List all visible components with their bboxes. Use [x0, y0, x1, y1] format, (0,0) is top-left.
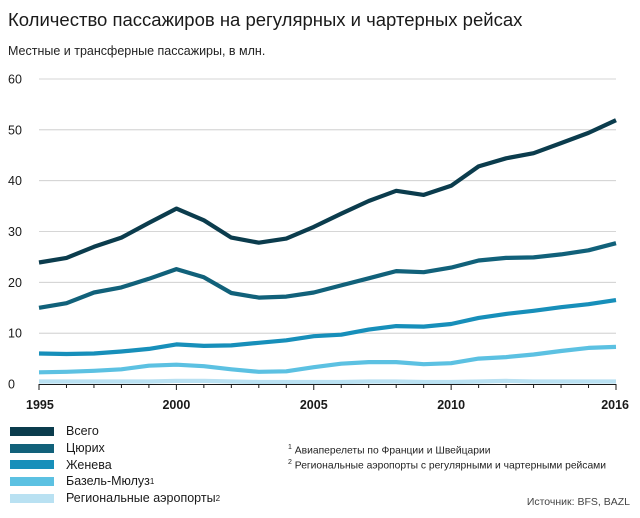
y-tick-label: 20	[8, 276, 22, 290]
legend-footnote-mark: 1	[149, 476, 155, 486]
footnote-1: 1 Авиаперелеты по Франции и Швейцарии	[288, 444, 606, 459]
legend-swatch	[10, 460, 54, 470]
x-tick-label: 2016	[601, 398, 629, 412]
legend: Всего Цюрих Женева Базель-Мюлуз 1 Региона…	[10, 423, 220, 506]
series-line-regional	[39, 378, 616, 385]
legend-item-regional: Региональные аэропорты 2	[10, 490, 220, 507]
x-axis	[38, 384, 617, 390]
series-line-zurich	[38, 241, 617, 310]
legend-swatch	[10, 443, 54, 453]
legend-label: Женева	[66, 457, 112, 472]
y-tick-label: 60	[8, 73, 22, 87]
x-tick-label: 1995	[26, 398, 54, 412]
line-chart: 0 10 20 30 40 50 60 1995 2000 2005 2010 2016	[8, 73, 629, 413]
footnote-2: 2 Региональные аэропорты с регулярными и…	[288, 459, 606, 474]
legend-item-zurich: Цюрих	[10, 440, 220, 457]
x-tick-label: 2010	[437, 398, 465, 412]
chart-subtitle: Местные и трансферные пассажиры, в млн.	[8, 44, 266, 58]
legend-swatch	[10, 426, 54, 436]
x-axis-ticks: 1995 2000 2005 2010 2016	[26, 398, 629, 412]
footnotes: 1 Авиаперелеты по Франции и Швейцарии 2 …	[288, 444, 606, 474]
legend-swatch	[10, 476, 54, 486]
legend-swatch	[10, 493, 54, 503]
y-tick-label: 0	[8, 378, 15, 392]
y-tick-label: 40	[8, 174, 22, 188]
legend-label: Цюрих	[66, 441, 105, 456]
footnote-text: Авиаперелеты по Франции и Швейцарии	[294, 445, 491, 457]
footnote-mark: 1	[288, 444, 292, 451]
chart-title: Количество пассажиров на регулярных и ча…	[8, 9, 523, 30]
footnote-mark: 2	[288, 459, 292, 466]
legend-item-basel: Базель-Мюлуз 1	[10, 473, 220, 490]
footnote-text: Региональные аэропорты с регулярными и ч…	[294, 460, 607, 472]
legend-label: Всего	[66, 424, 99, 439]
x-tick-label: 2005	[300, 398, 328, 412]
y-tick-label: 50	[8, 123, 22, 137]
source-note: Источник: BFS, BAZL	[526, 496, 630, 508]
legend-label: Региональные аэропорты	[66, 491, 216, 506]
legend-label: Базель-Мюлуз	[66, 474, 150, 489]
gridlines	[39, 78, 616, 334]
y-tick-label: 30	[8, 225, 22, 239]
x-tick-label: 2000	[162, 398, 190, 412]
legend-item-total: Всего	[10, 423, 220, 440]
y-axis-ticks: 0 10 20 30 40 50 60	[8, 73, 22, 392]
y-tick-label: 10	[8, 327, 22, 341]
series-lines	[38, 118, 617, 385]
series-line-total	[38, 118, 617, 265]
legend-footnote-mark: 2	[215, 493, 221, 503]
legend-item-geneva: Женева	[10, 456, 220, 473]
series-line-basel	[38, 344, 617, 375]
series-line-geneva	[38, 298, 617, 357]
